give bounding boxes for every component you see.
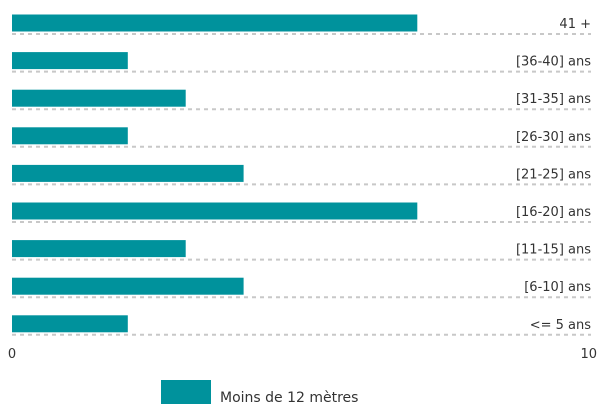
category-labels: 41 + [36-40] ans [31-35] ans [26-30] ans [21… [516, 17, 591, 333]
category-label: [36-40] ans [516, 55, 591, 70]
bars [12, 14, 418, 333]
category-label: <= 5 ans [530, 318, 592, 333]
bar[interactable] [12, 277, 244, 295]
bar[interactable] [12, 202, 418, 220]
bar[interactable] [12, 127, 128, 145]
bar[interactable] [12, 89, 186, 107]
x-tick-label: 10 [580, 347, 597, 362]
legend[interactable]: Moins de 12 mètres [161, 380, 358, 406]
category-label: [21-25] ans [516, 167, 591, 182]
category-label: [6-10] ans [524, 280, 591, 295]
category-label: [31-35] ans [516, 92, 591, 107]
category-label: [26-30] ans [516, 130, 591, 145]
x-tick-label: 0 [8, 347, 16, 362]
bar[interactable] [12, 14, 418, 32]
bar[interactable] [12, 315, 128, 333]
grid-lines [12, 33, 591, 336]
bar[interactable] [12, 164, 244, 182]
category-label: [11-15] ans [516, 243, 591, 258]
bar[interactable] [12, 52, 128, 70]
category-label: [16-20] ans [516, 205, 591, 220]
x-axis: 0 10 [8, 347, 597, 362]
legend-swatch [161, 380, 211, 404]
legend-label: Moins de 12 mètres [220, 390, 358, 406]
category-label: 41 + [559, 17, 591, 32]
bar[interactable] [12, 240, 186, 258]
